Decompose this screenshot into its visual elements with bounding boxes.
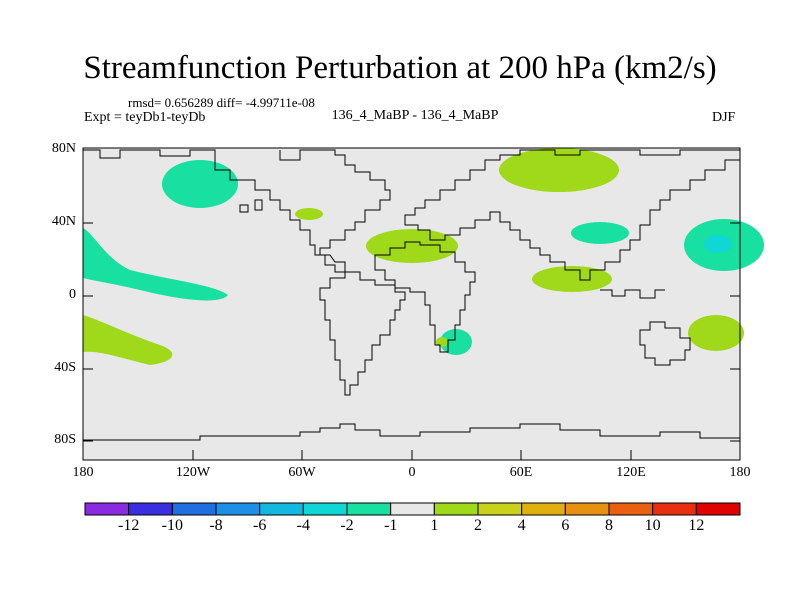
colorbar-label: -6 (252, 517, 267, 534)
coastline-maritime (600, 289, 665, 299)
colorbar-label: -12 (117, 517, 140, 534)
lon-label-0: 0 (408, 465, 416, 480)
colorbar (84, 502, 741, 516)
lon-label-120e: 120E (616, 465, 646, 480)
colorbar-label: 10 (644, 517, 661, 534)
center-label: 136_4_MaBP - 136_4_MaBP (331, 108, 499, 123)
coastline-eurasia (404, 149, 741, 281)
colorbar-swatch (564, 502, 610, 516)
neg-anomaly-tropical-pacific (83, 228, 228, 301)
colorbar-label: 2 (474, 517, 482, 534)
lon-label-180w: 180 (72, 465, 94, 480)
colorbar-swatch (346, 502, 392, 516)
colorbar-swatch (390, 502, 435, 516)
pos-anomaly-nafrica (366, 229, 458, 263)
stats-text: rmsd= 0.656289 diff= -4.99711e-08 (128, 95, 315, 110)
colorbar-label: 1 (430, 517, 439, 534)
pos-anomaly-nasia (499, 148, 619, 192)
coastline-antarctica (83, 423, 740, 441)
colorbar-swatch (652, 502, 697, 516)
lon-label-60e: 60E (509, 465, 533, 480)
lon-label-180e: 180 (729, 465, 751, 480)
colorbar-swatch (171, 502, 217, 516)
lat-label-40s: 40S (54, 360, 76, 375)
lat-label-40n: 40N (51, 214, 76, 229)
colorbar-swatch (608, 502, 654, 516)
coastline-islands-nw (239, 204, 249, 213)
lat-label-80s: 80S (54, 432, 76, 447)
pos-anomaly-spacific-west (83, 315, 173, 365)
colorbar-swatch (521, 502, 566, 516)
lon-label-120w: 120W (175, 465, 211, 480)
colorbar-label: -4 (296, 517, 310, 534)
colorbar-swatch (259, 502, 304, 516)
lon-label-60w: 60W (288, 465, 316, 480)
colorbar-label: -2 (340, 517, 354, 534)
colorbar-label: -8 (209, 517, 223, 534)
pos-anomaly-spacific-east (688, 315, 744, 351)
colorbar-swatch (433, 502, 479, 516)
coastline-lakes (254, 199, 263, 211)
colorbar-label: 8 (605, 517, 613, 534)
coastline-south-america (319, 271, 406, 396)
anomaly-patches (83, 148, 764, 365)
colorbar-swatch (84, 502, 130, 516)
coastline-australia (639, 321, 691, 366)
pos-anomaly-small-atlantic (295, 208, 323, 220)
coastlines (83, 149, 741, 441)
colorbar-label: 4 (517, 517, 526, 534)
pos-anomaly-sasia (532, 266, 612, 292)
axis-ticks (82, 149, 741, 460)
colorbar-swatch (215, 502, 261, 516)
plot-title: Streamfunction Perturbation at 200 hPa (… (83, 50, 717, 86)
colorbar-swatch (302, 502, 348, 516)
experiment-label: Expt = teyDb1-teyDb (84, 110, 206, 125)
colorbar-label: 6 (561, 517, 570, 534)
season-label: DJF (712, 110, 736, 125)
colorbar-swatch (477, 502, 523, 516)
colorbar-swatch (128, 502, 173, 516)
lat-label-80n: 80N (51, 141, 76, 156)
colorbar-label: -1 (383, 517, 398, 534)
colorbar-swatch (695, 502, 741, 516)
colorbar-label: -10 (161, 517, 183, 534)
lat-label-0: 0 (69, 287, 76, 302)
coastline-africa (374, 241, 476, 353)
neg-anomaly-npacific (162, 160, 238, 208)
colorbar-label: 12 (688, 517, 705, 534)
neg-anomaly-japan (571, 222, 629, 244)
neg-anomaly-wpacific-core (704, 235, 732, 253)
